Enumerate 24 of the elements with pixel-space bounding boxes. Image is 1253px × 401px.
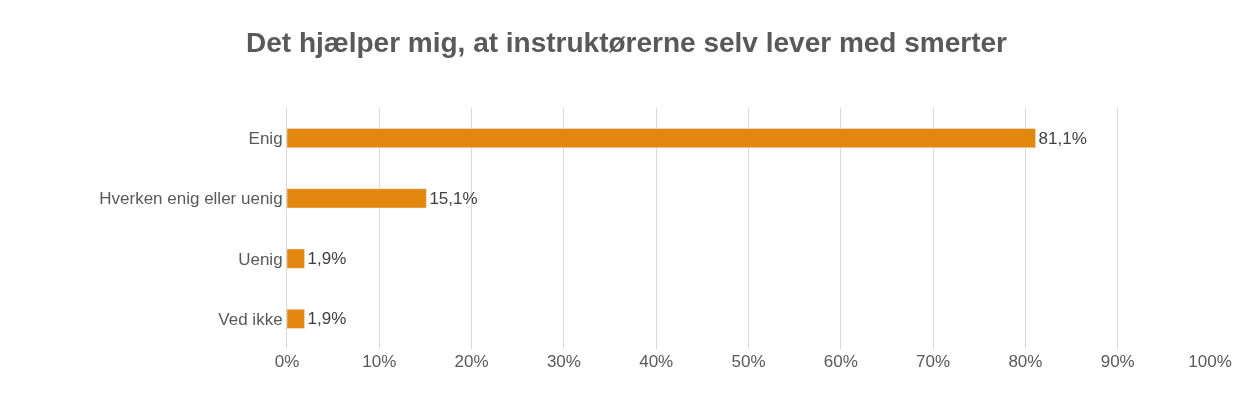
x-tick-label: 90% [1100, 352, 1135, 371]
y-tick-label: Ved ikke [218, 309, 283, 329]
x-tick-label: 80% [1008, 352, 1043, 371]
x-tick-label: 0% [274, 352, 300, 371]
x-tick-label: 40% [639, 352, 674, 371]
y-tick-label: Uenig [238, 249, 283, 269]
data-label: 1,9% [307, 309, 347, 329]
data-label: 15,1% [429, 188, 478, 208]
bar [287, 128, 1036, 149]
x-tick-label: 100% [1188, 352, 1232, 371]
chart-title: Det hjælper mig, at instruktørerne selv lever med smerter [246, 26, 1008, 58]
data-label: 81,1% [1038, 128, 1087, 148]
x-tick-label: 60% [823, 352, 858, 371]
x-tick-label: 20% [454, 352, 489, 371]
x-tick-label: 70% [916, 352, 951, 371]
y-tick-label: Enig [248, 129, 283, 149]
bar [287, 188, 427, 209]
x-tick-label: 30% [546, 352, 581, 371]
bar [287, 248, 305, 269]
bar [287, 308, 305, 329]
x-tick-label: 50% [731, 352, 766, 371]
data-label: 1,9% [307, 249, 347, 269]
y-tick-label: Hverken enig eller uenig [99, 189, 283, 209]
x-tick-label: 10% [362, 352, 397, 371]
